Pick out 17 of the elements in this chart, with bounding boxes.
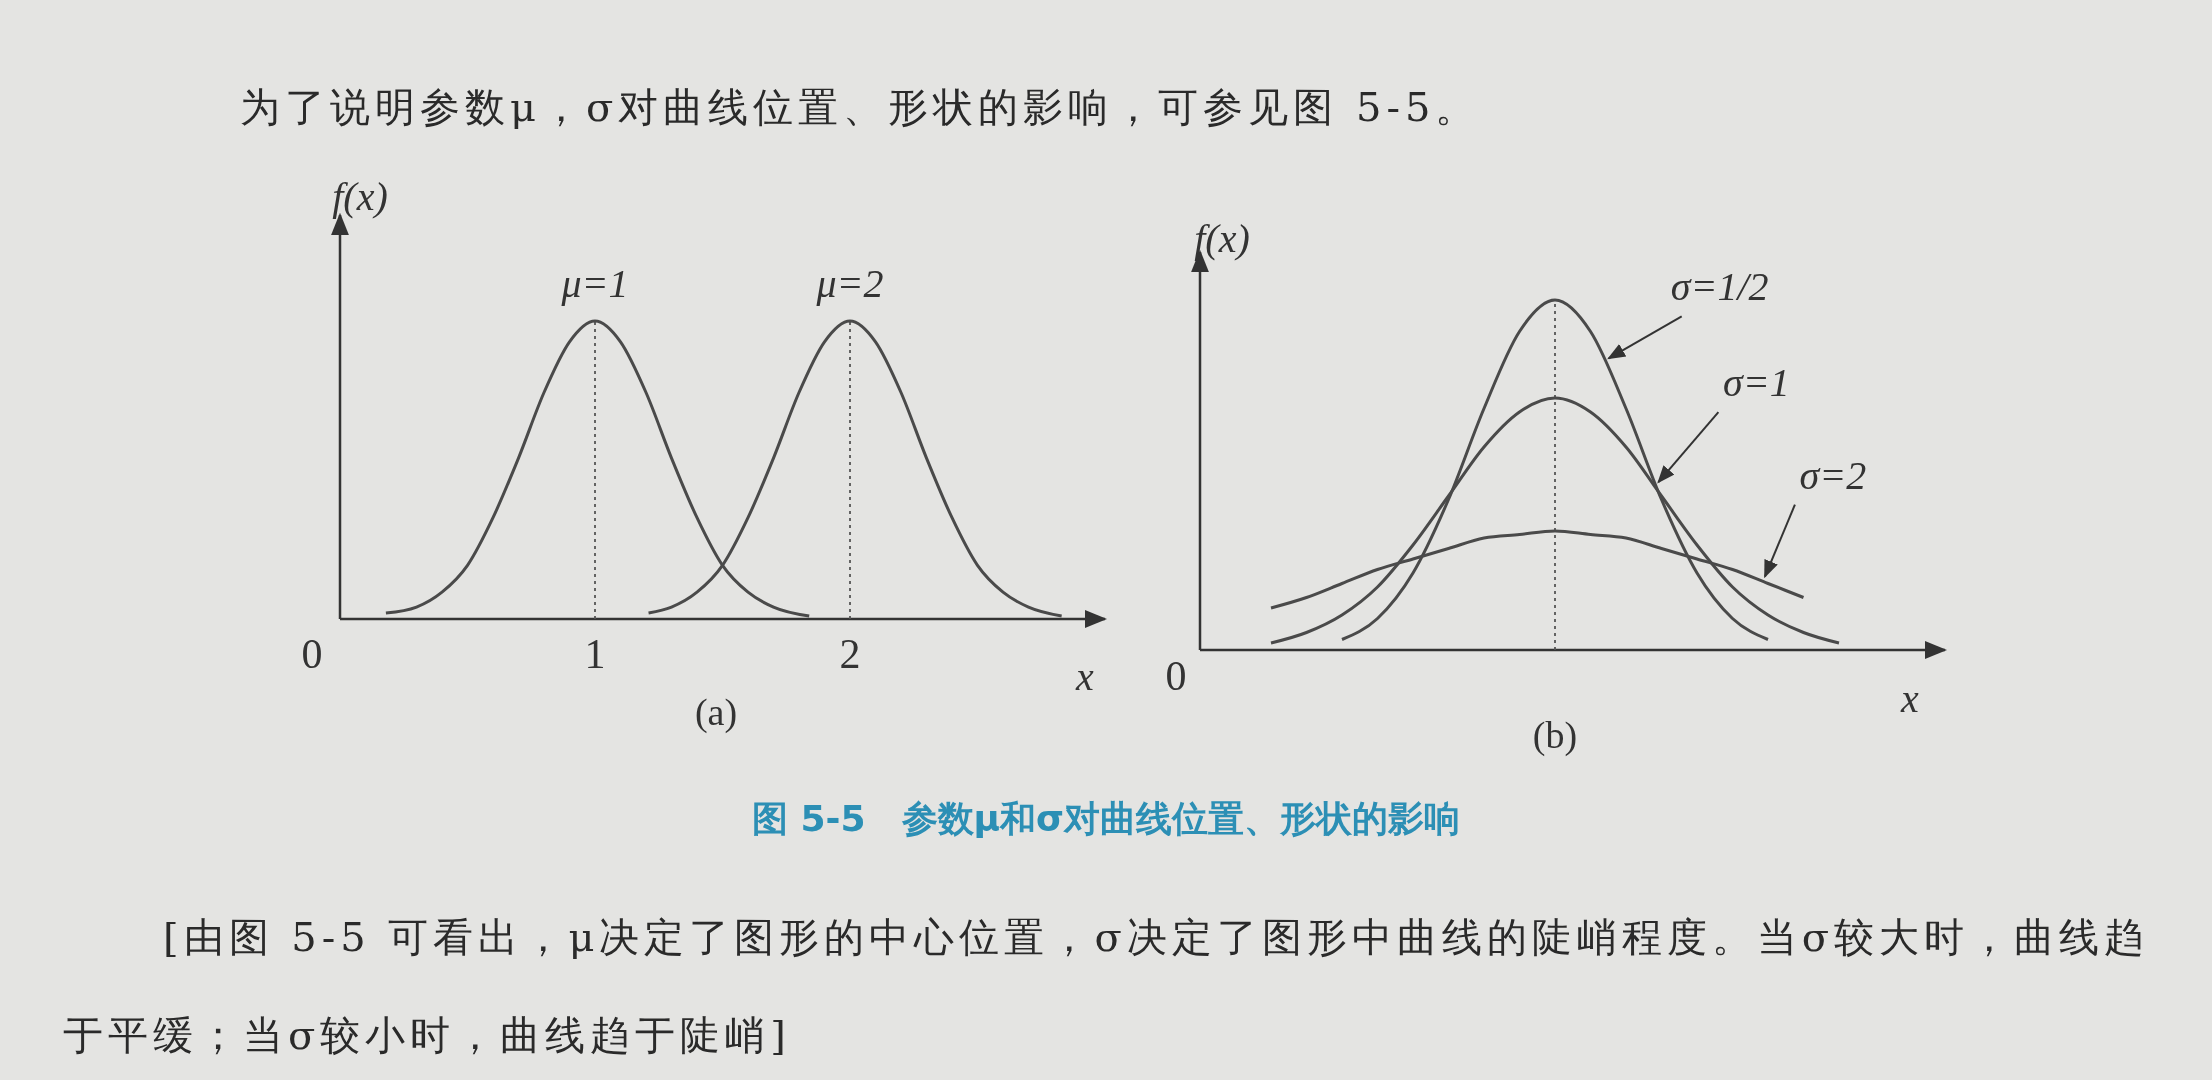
text: 为了说明参数μ，σ对曲线位置、形状的影响，可参见图 5-5。: [240, 83, 1482, 132]
text: (a): [694, 691, 738, 734]
text: [由图 5-5 可看出，μ决定了图形的中心位置，σ决定了图形中曲线的陡峭程度。当σ较大时，曲线趋于平缓；当σ较小时，曲线趋于陡峭]: [63, 914, 2150, 1058]
x-tick-label: 1: [584, 631, 606, 677]
text: σ=2: [1799, 452, 1867, 498]
y-axis-title: f(x): [332, 174, 388, 219]
series-label: μ=1: [560, 261, 629, 306]
x-axis-title: x: [1075, 654, 1095, 699]
x-tick-label: 2: [839, 631, 861, 677]
y-axis-title: f(x): [1194, 216, 1250, 261]
x-axis-title: x: [1900, 676, 1920, 721]
text: σ=1/2: [1670, 264, 1769, 310]
x-tick-label: 0: [301, 631, 323, 677]
text: σ=1: [1723, 360, 1790, 406]
text: (b): [1532, 714, 1578, 757]
text: 图 5-5 参数μ和σ对曲线位置、形状的影响: [750, 797, 1462, 841]
series-label: μ=2: [815, 261, 884, 306]
